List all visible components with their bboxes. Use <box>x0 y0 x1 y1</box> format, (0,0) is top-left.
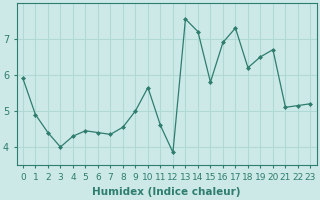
X-axis label: Humidex (Indice chaleur): Humidex (Indice chaleur) <box>92 187 241 197</box>
